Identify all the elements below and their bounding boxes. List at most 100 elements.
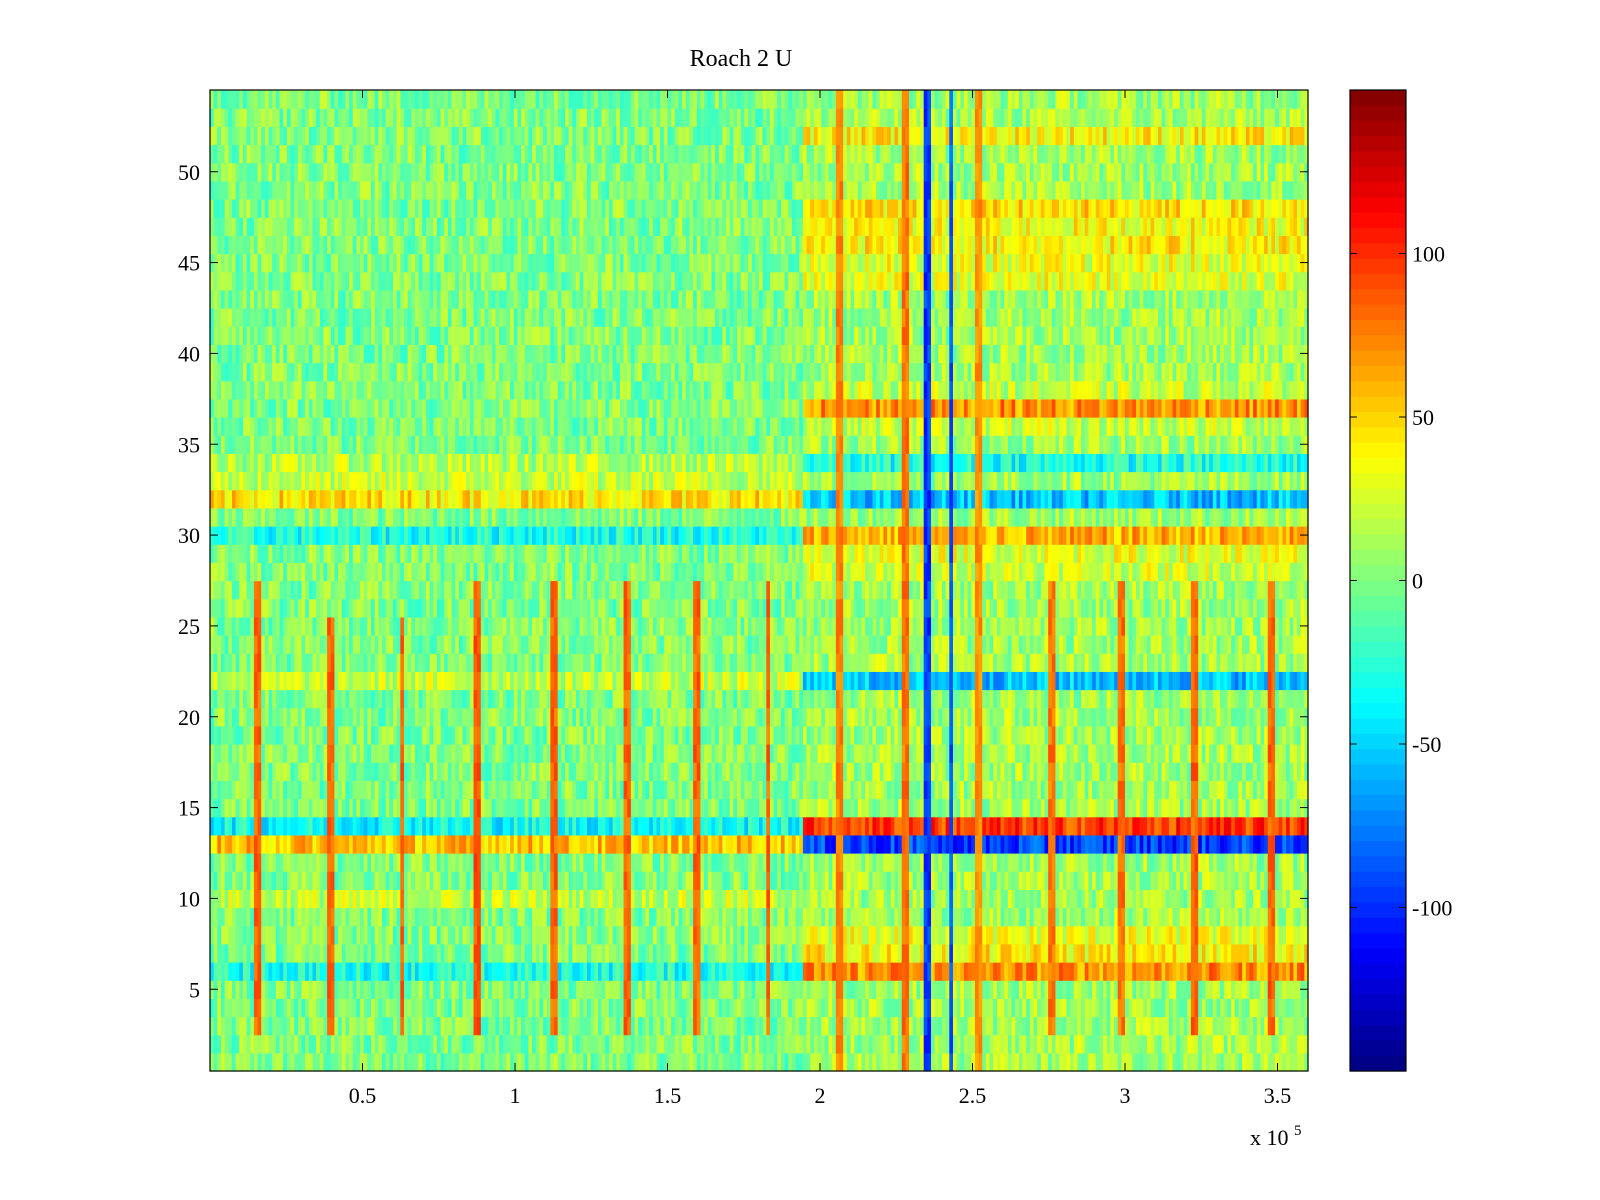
heatmap-cell [239,1016,244,1036]
heatmap-cell [1212,834,1218,854]
heatmap-row [210,907,1309,927]
heatmap-cell [985,798,991,818]
heatmap-cell [279,998,284,1018]
heatmap-cell [967,1034,972,1054]
heatmap-cell [330,798,336,818]
heatmap-cell [949,1052,954,1072]
heatmap-cell [1190,925,1196,945]
heatmap-cell [210,853,215,872]
heatmap-cell [810,762,815,781]
heatmap-cell [660,762,665,781]
heatmap-cell [418,925,423,945]
heatmap-cell [1015,853,1020,872]
heatmap-cell [495,1016,500,1036]
heatmap-cell [1190,907,1196,927]
heatmap-cell [832,780,837,800]
heatmap-cell [1125,889,1130,909]
heatmap-cell [1044,871,1049,890]
heatmap-cell [1253,980,1258,999]
heatmap-cell [418,871,423,890]
heatmap-cell [1095,853,1100,872]
heatmap-cell [224,943,229,963]
heatmap-cell [407,889,412,909]
heatmap-cell [1256,998,1262,1018]
heatmap-cell [283,780,288,800]
heatmap-cell [876,798,881,818]
heatmap-cell [363,889,368,909]
heatmap-cell [755,816,760,836]
heatmap-cell [857,762,863,781]
heatmap-cell [1183,1016,1188,1036]
heatmap-cell [942,943,947,963]
heatmap-cell [894,780,899,800]
heatmap-cell [382,889,387,909]
heatmap-cell [934,925,939,945]
heatmap-cell [583,853,588,872]
heatmap-cell [1135,962,1141,981]
heatmap-cell [645,1052,650,1072]
heatmap-cell [374,943,379,963]
heatmap-cell [641,1034,647,1054]
heatmap-cell [466,889,471,909]
heatmap-cell [748,871,753,890]
heatmap-cell [231,762,237,781]
heatmap-cell [857,907,863,927]
heatmap-cell [224,1034,229,1054]
heatmap-cell [1139,816,1144,836]
heatmap-cell [1059,853,1064,872]
heatmap-cell [1000,780,1005,800]
heatmap-cell [605,853,610,872]
heatmap-cell [978,1052,983,1072]
heatmap-cell [425,762,431,781]
heatmap-cell [817,980,822,999]
heatmap-cell [1150,1034,1155,1054]
heatmap-cell [645,980,650,999]
heatmap-cell [931,834,936,854]
heatmap-cell [740,925,745,945]
heatmap-cell [784,780,789,800]
heatmap-cell [308,907,314,927]
heatmap-cell [210,780,215,800]
heatmap-cell [938,907,943,927]
heatmap-cell [466,780,471,800]
heatmap-cell [916,780,921,800]
heatmap-cell [671,889,676,909]
heatmap-cell [506,980,511,999]
heatmap-cell [828,1016,833,1036]
heatmap-cell [601,871,606,890]
heatmap-cell [528,980,533,999]
heatmap-cell [894,907,899,927]
heatmap-cell [1249,798,1254,818]
heatmap-cell [693,1016,698,1036]
heatmap-cell [1278,998,1283,1018]
heatmap-cell [323,816,328,836]
heatmap-cell [242,816,248,836]
heatmap-cell [275,871,281,890]
heatmap-cell [550,780,555,800]
heatmap-cell [429,780,434,800]
heatmap-cell [400,871,405,890]
heatmap-cell [275,998,281,1018]
heatmap-cell [773,816,778,836]
heatmap-cell [1168,962,1174,981]
heatmap-cell [561,1052,566,1072]
heatmap-cell [378,980,383,999]
heatmap-cell [890,907,896,927]
heatmap-cell [568,925,573,945]
heatmap-cell [737,925,742,945]
heatmap-cell [1121,1034,1126,1054]
heatmap-cell [231,943,237,963]
heatmap-cell [1139,1052,1144,1072]
heatmap-cell [374,907,379,927]
heatmap-cell [283,871,288,890]
heatmap-cell [1238,925,1243,945]
heatmap-cell [1168,780,1174,800]
heatmap-cell [601,1034,606,1054]
heatmap-cell [1256,907,1262,927]
heatmap-cell [671,907,676,927]
heatmap-cell [905,943,910,963]
heatmap-cell [846,925,852,945]
heatmap-cell [813,980,819,999]
heatmap-cell [1073,834,1079,854]
heatmap-cell [898,1052,903,1072]
